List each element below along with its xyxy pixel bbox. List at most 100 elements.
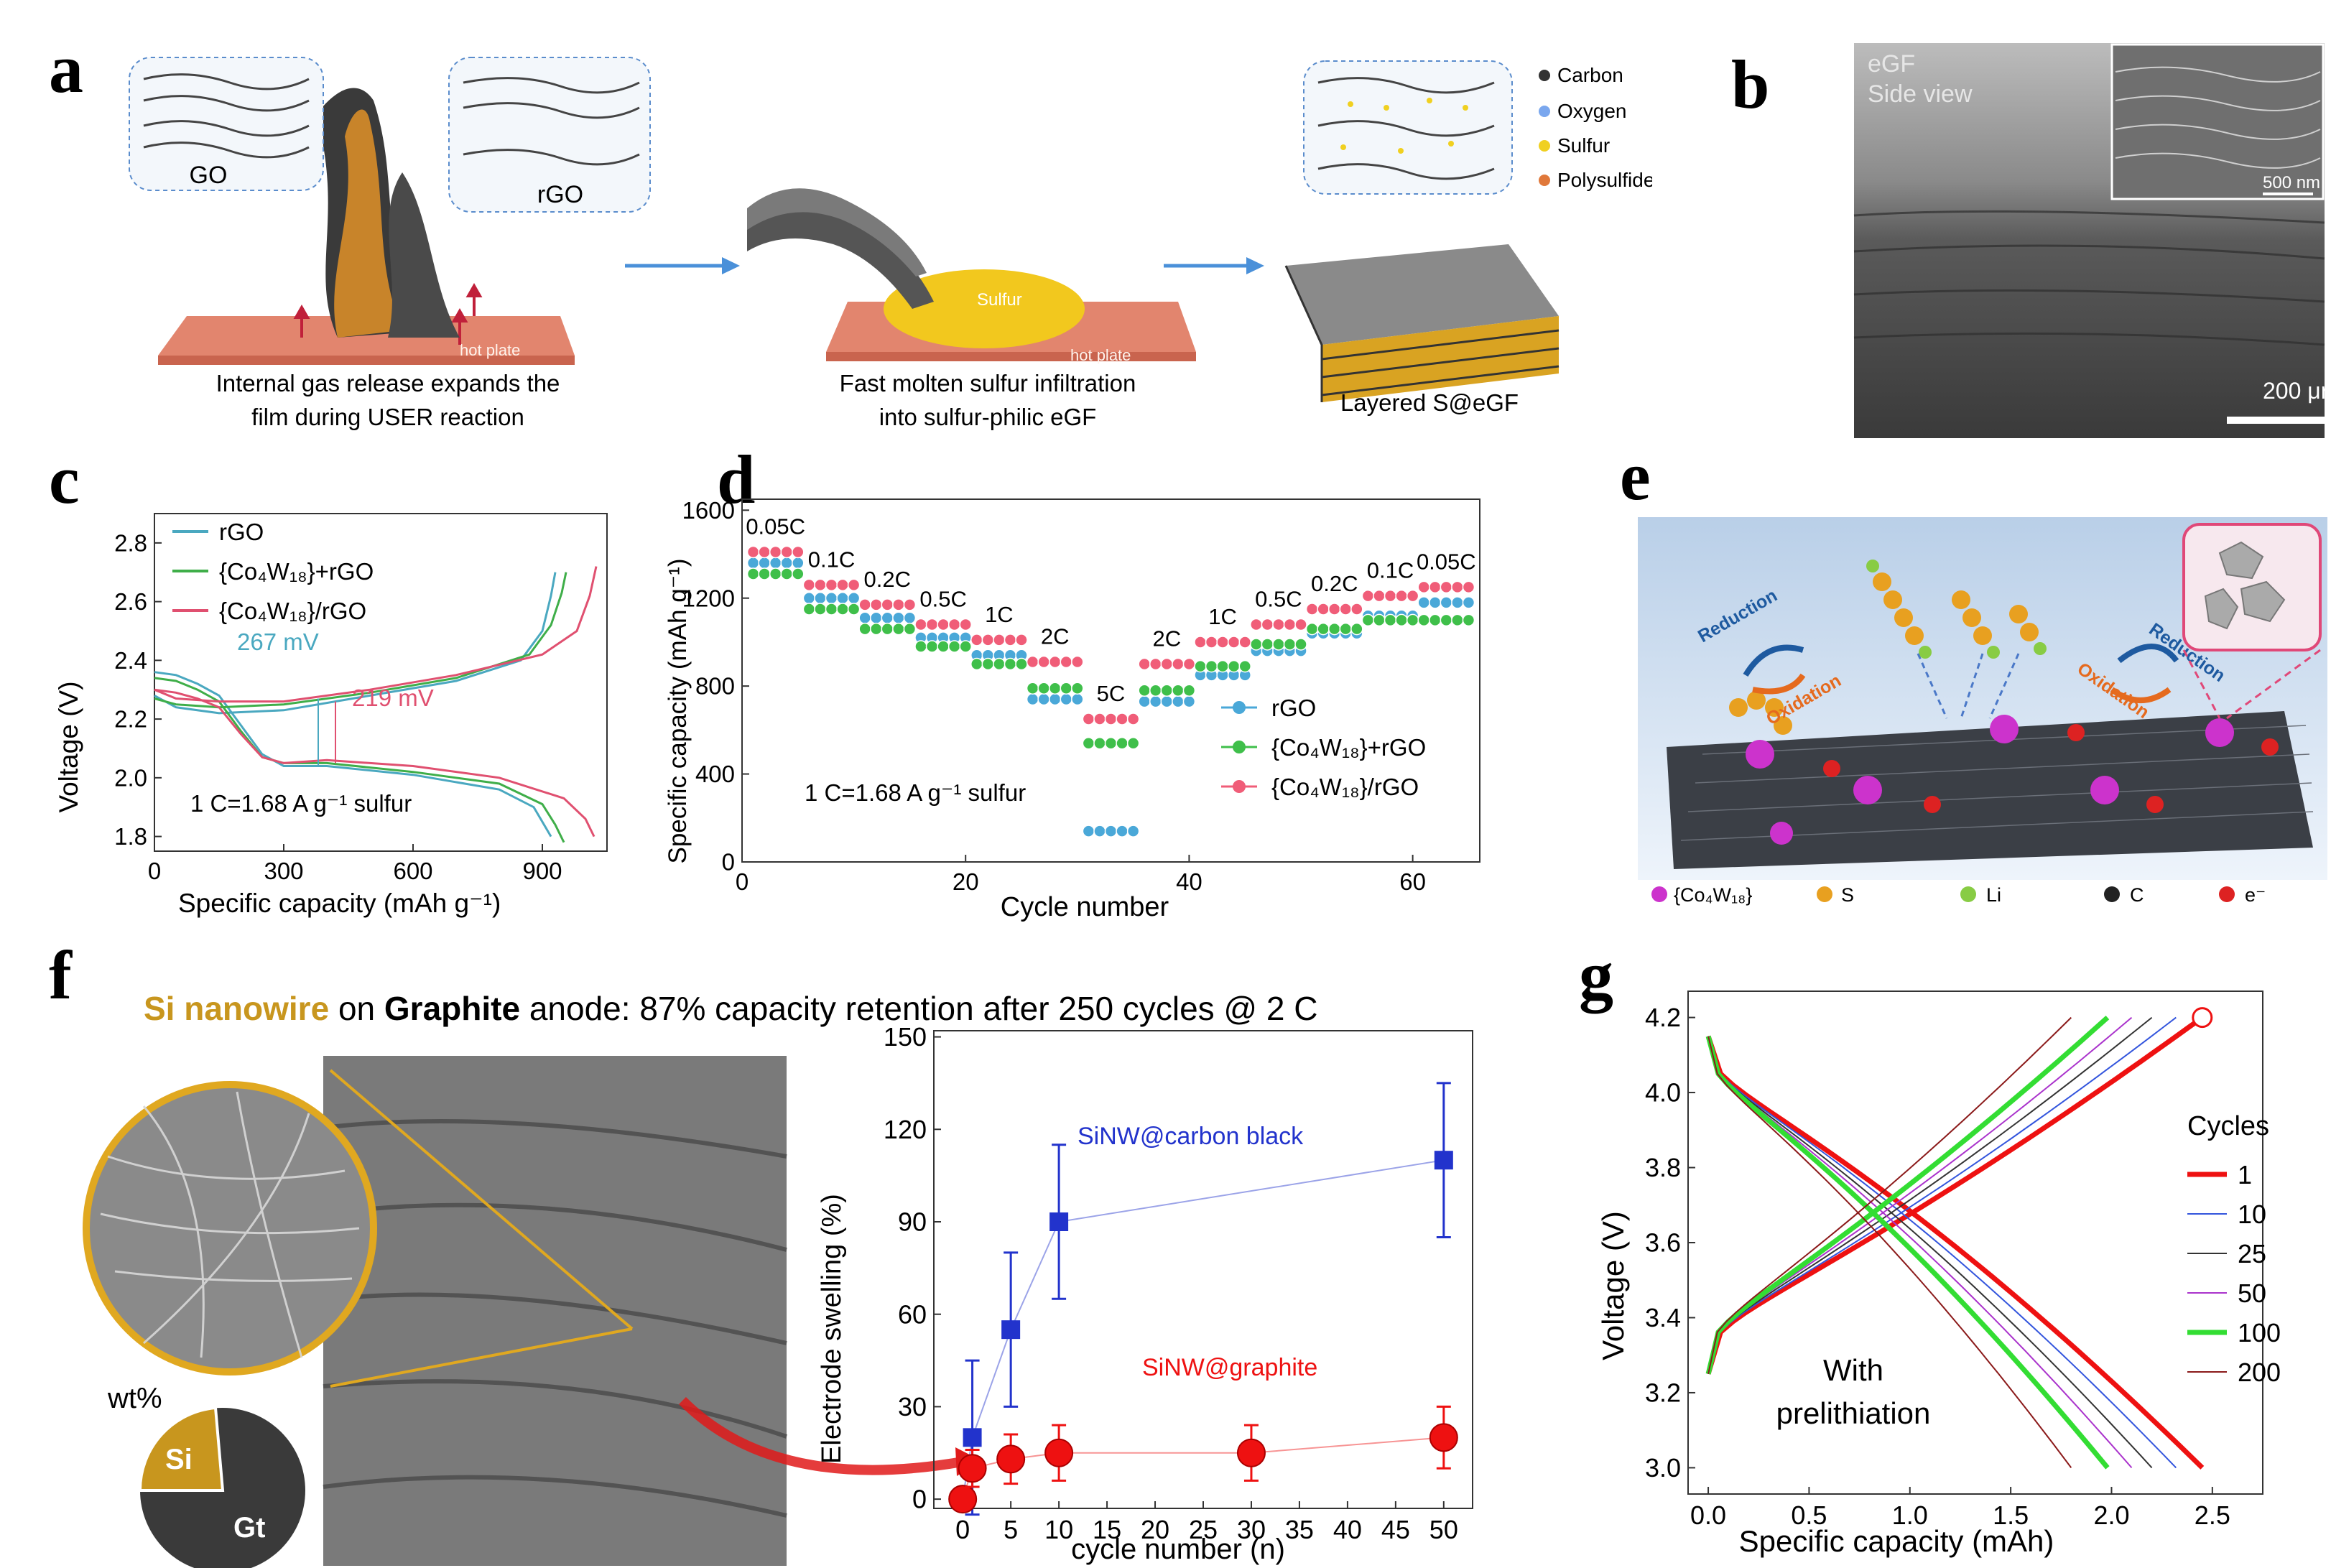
d-point-1 (881, 622, 894, 636)
d-point-1 (1462, 613, 1475, 627)
g-charge-curve-10 (1707, 1016, 2177, 1375)
legend-dot-oxygen (1539, 106, 1550, 117)
d-point-2 (847, 578, 861, 592)
d-point-1 (1194, 659, 1207, 673)
d-point-1 (825, 603, 838, 616)
g-legend-label-25: 25 (2238, 1239, 2266, 1268)
d-point-2 (1250, 618, 1263, 631)
x-tick-label: 2.5 (2195, 1500, 2230, 1530)
g-discharge-curve-100 (1705, 1035, 2110, 1470)
d-point-2 (1429, 580, 1442, 594)
d-point-2 (970, 634, 983, 646)
molten-sulfur (884, 269, 1085, 348)
d-point-1 (769, 567, 782, 580)
f-point-graphite (996, 1444, 1026, 1474)
d-point-0 (792, 557, 805, 570)
d-point-2 (1440, 580, 1453, 594)
d-point-2 (869, 598, 883, 611)
d-rate-label: 1C (985, 602, 1014, 627)
panel-f-title: Si nanowire on Graphite anode: 87% capac… (144, 990, 1318, 1027)
x-tick-label: 10 (1044, 1515, 1073, 1544)
caption-step1-line2: film during USER reaction (251, 404, 524, 430)
d-point-1 (1149, 684, 1162, 697)
inset-s-egf (1303, 60, 1513, 195)
d-point-2 (1294, 618, 1307, 631)
panel-b: b eGF Side view 500 nm 200 μm (1731, 43, 2331, 438)
plot-frame (741, 498, 1480, 863)
d-point-0 (802, 591, 816, 605)
d-rate-label: 2C (1041, 623, 1070, 649)
x-tick-label: 600 (393, 858, 432, 884)
d-point-0 (1160, 695, 1174, 708)
y-tick-label: 800 (695, 673, 735, 700)
g-charge-curve-1 (1705, 1015, 2204, 1375)
y-tick-label: 120 (884, 1115, 927, 1144)
g-legend-title: Cycles (2187, 1111, 2269, 1141)
d-point-2 (1395, 589, 1408, 603)
title-rest: anode: 87% capacity retention after 250 … (520, 990, 1317, 1027)
d-point-2 (1015, 634, 1028, 646)
caption-step2-line2: into sulfur-philic eGF (879, 404, 1097, 430)
d-rate-label: 0.2C (864, 567, 911, 592)
y-tick-label: 60 (898, 1299, 927, 1329)
d-point-2 (836, 578, 849, 592)
d-point-1 (1104, 736, 1118, 750)
d-point-1 (1126, 736, 1140, 750)
caption-step1-line1: Internal gas release expands the (216, 370, 560, 396)
c-legend-label-0: rGO (219, 519, 264, 545)
g-charge-curve-25 (1707, 1016, 2153, 1375)
g-discharge-curve-50 (1707, 1036, 2133, 1469)
d-point-1 (1071, 682, 1084, 695)
panel-label-a: a (49, 30, 83, 107)
d-point-0 (1138, 695, 1151, 708)
panel-label-c: c (49, 445, 80, 518)
g-charge-curve-100 (1705, 1015, 2110, 1375)
d-point-1 (758, 567, 771, 580)
d-point-0 (1182, 695, 1196, 708)
d-rate-label: 0.5C (1255, 586, 1302, 611)
g-discharge-curve-25 (1707, 1036, 2153, 1469)
x-tick-label: 0 (955, 1515, 970, 1544)
d-point-0 (1082, 825, 1095, 838)
reduction-arrow-right (2117, 644, 2179, 664)
d-rate-label: 0.2C (1311, 571, 1358, 596)
d-point-0 (769, 557, 782, 570)
d-rate-label: 5C (1097, 681, 1126, 706)
d-point-2 (769, 545, 782, 559)
d-point-0 (746, 557, 760, 570)
chart-c: c 0 300 600 900 1.8 2.0 2.2 2.4 2.6 2.8 rGO {Co₄W₁₈… (49, 445, 608, 918)
y-tick-label: 1.8 (114, 823, 147, 850)
d-point-0 (1462, 596, 1475, 609)
pie-gt-label: Gt (233, 1512, 265, 1544)
d-point-0 (1071, 692, 1084, 706)
d-point-1 (1026, 682, 1039, 695)
panel-e: e Reduction Oxidation Reduction Oxidatio… (1620, 445, 2327, 906)
legend-s: S (1841, 884, 1854, 906)
d-point-2 (1104, 713, 1118, 725)
legend-dot-carbon (1539, 70, 1550, 81)
d-point-2 (1071, 655, 1084, 669)
d-point-1 (903, 622, 917, 636)
d-point-0 (903, 611, 917, 625)
d-point-0 (1060, 692, 1073, 706)
d-point-1 (1060, 682, 1073, 695)
y-tick-label: 4.2 (1645, 1003, 1681, 1032)
x-tick-label: 45 (1381, 1515, 1410, 1544)
d-point-2 (981, 634, 995, 646)
y-tick-label: 2.0 (114, 764, 147, 791)
c-ann-219: 219 mV (352, 685, 434, 711)
x-tick-label: 0 (148, 858, 161, 884)
d-point-1 (1294, 638, 1307, 651)
d-point-2 (1227, 636, 1241, 649)
f-ylabel: Electrode swelling (%) (817, 1194, 847, 1464)
legend-dot-polysulfide (1539, 175, 1550, 186)
f-point-graphite (958, 1454, 987, 1483)
d-point-2 (1406, 589, 1419, 603)
y-tick-label: 3.0 (1645, 1453, 1681, 1483)
d-point-2 (1350, 603, 1363, 616)
swelling-arrow (679, 1397, 964, 1475)
panel-f: f Si nanowire on Graphite anode: 87% cap… (49, 941, 1473, 1568)
d-point-0 (858, 611, 871, 625)
d-point-1 (1327, 622, 1341, 636)
d-annotation: 1 C=1.68 A g⁻¹ sulfur (805, 779, 1026, 806)
